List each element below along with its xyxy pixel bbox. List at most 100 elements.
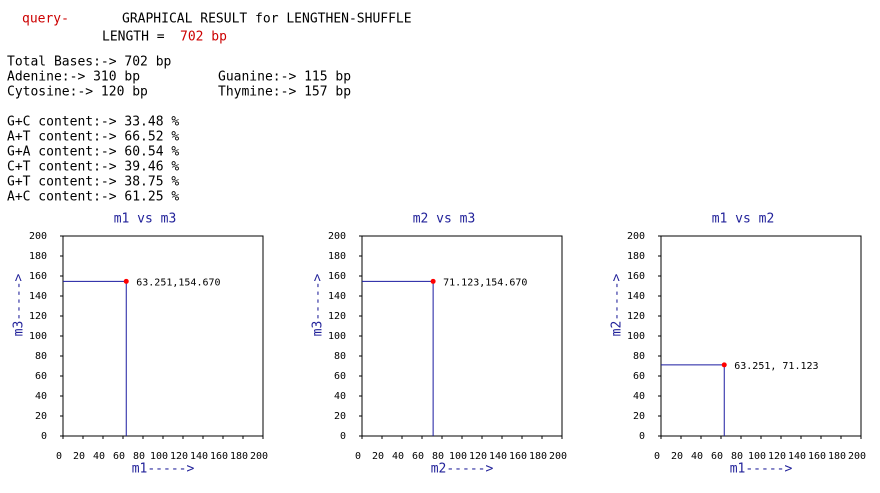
y-tick-label: 100 <box>627 331 645 342</box>
point <box>721 362 727 368</box>
y-tick-label: 60 <box>334 371 346 382</box>
point <box>123 278 129 284</box>
x-tick-label: 160 <box>210 451 228 462</box>
page-title: GRAPHICAL RESULT for LENGTHEN-SHUFFLE <box>122 12 412 27</box>
x-tick-label: 0 <box>56 451 62 462</box>
x-tick-label: 120 <box>768 451 786 462</box>
total-bases: Total Bases:-> 702 bp <box>7 55 172 70</box>
x-tick-label: 100 <box>449 451 467 462</box>
x-tick-label: 0 <box>654 451 660 462</box>
x-tick-label: 40 <box>691 451 703 462</box>
y-tick-label: 20 <box>633 411 645 422</box>
y-tick-label: 100 <box>29 331 47 342</box>
y-tick-label: 140 <box>627 291 645 302</box>
x-tick-label: 160 <box>808 451 826 462</box>
y-tick-label: 140 <box>328 291 346 302</box>
y-tick-label: 40 <box>35 391 47 402</box>
y-axis-label: m3-----> <box>12 274 27 337</box>
content-line: A+T content:-> 66.52 % <box>7 130 179 145</box>
y-tick-label: 140 <box>29 291 47 302</box>
x-tick-label: 160 <box>509 451 527 462</box>
y-tick-label: 160 <box>627 271 645 282</box>
point-label: 63.251, 71.123 <box>734 361 818 372</box>
length-value: 702 bp <box>180 30 227 45</box>
x-tick-label: 140 <box>489 451 507 462</box>
x-tick-label: 0 <box>355 451 361 462</box>
content-line: A+C content:-> 61.25 % <box>7 190 179 205</box>
content-line: G+A content:-> 60.54 % <box>7 145 179 160</box>
y-tick-label: 60 <box>35 371 47 382</box>
plot-frame <box>62 235 264 437</box>
x-tick-label: 140 <box>788 451 806 462</box>
x-tick-label: 180 <box>230 451 248 462</box>
x-tick-label: 20 <box>73 451 85 462</box>
y-tick-label: 180 <box>29 251 47 262</box>
x-tick-label: 60 <box>711 451 723 462</box>
x-tick-label: 60 <box>412 451 424 462</box>
y-axis-label: m2-----> <box>610 274 625 337</box>
x-tick-label: 40 <box>392 451 404 462</box>
y-tick-label: 0 <box>340 431 346 442</box>
x-tick-label: 100 <box>150 451 168 462</box>
x-tick-label: 60 <box>113 451 125 462</box>
content-line: G+C content:-> 33.48 % <box>7 115 179 130</box>
y-tick-label: 0 <box>639 431 645 442</box>
content-line: G+T content:-> 38.75 % <box>7 175 179 190</box>
y-tick-label: 120 <box>328 311 346 322</box>
y-tick-label: 0 <box>41 431 47 442</box>
y-tick-label: 180 <box>627 251 645 262</box>
x-tick-label: 200 <box>250 451 268 462</box>
plot-frame <box>660 235 862 437</box>
y-tick-label: 20 <box>35 411 47 422</box>
x-tick-label: 80 <box>731 451 743 462</box>
chart-title: m1 vs m2 <box>712 212 775 227</box>
thymine: Thymine:-> 157 bp <box>218 85 351 100</box>
point-label: 63.251,154.670 <box>136 277 220 288</box>
x-axis-label: m1-----> <box>132 462 195 477</box>
x-tick-label: 40 <box>93 451 105 462</box>
x-tick-label: 100 <box>748 451 766 462</box>
x-tick-label: 120 <box>469 451 487 462</box>
y-tick-label: 40 <box>633 391 645 402</box>
y-tick-label: 60 <box>633 371 645 382</box>
x-tick-label: 80 <box>432 451 444 462</box>
content-line: C+T content:-> 39.46 % <box>7 160 179 175</box>
x-tick-label: 200 <box>549 451 567 462</box>
y-tick-label: 200 <box>328 231 346 242</box>
y-tick-label: 40 <box>334 391 346 402</box>
y-tick-label: 80 <box>633 351 645 362</box>
y-tick-label: 120 <box>627 311 645 322</box>
x-tick-label: 20 <box>372 451 384 462</box>
x-tick-label: 20 <box>671 451 683 462</box>
x-tick-label: 180 <box>529 451 547 462</box>
point <box>430 278 436 284</box>
y-tick-label: 200 <box>627 231 645 242</box>
y-tick-label: 80 <box>334 351 346 362</box>
y-axis-label: m3-----> <box>311 274 326 337</box>
y-tick-label: 160 <box>328 271 346 282</box>
y-tick-label: 160 <box>29 271 47 282</box>
cytosine: Cytosine:-> 120 bp <box>7 85 148 100</box>
chart-title: m2 vs m3 <box>413 212 476 227</box>
y-tick-label: 100 <box>328 331 346 342</box>
guanine: Guanine:-> 115 bp <box>218 70 351 85</box>
x-axis-label: m2-----> <box>431 462 494 477</box>
chart-title: m1 vs m3 <box>114 212 177 227</box>
x-tick-label: 120 <box>170 451 188 462</box>
query-label: query- <box>22 12 69 27</box>
y-tick-label: 180 <box>328 251 346 262</box>
x-tick-label: 180 <box>828 451 846 462</box>
point-label: 71.123,154.670 <box>443 277 527 288</box>
x-tick-label: 80 <box>133 451 145 462</box>
length-label: LENGTH = <box>102 30 165 45</box>
y-tick-label: 80 <box>35 351 47 362</box>
x-tick-label: 140 <box>190 451 208 462</box>
plot-frame <box>361 235 563 437</box>
y-tick-label: 200 <box>29 231 47 242</box>
x-axis-label: m1-----> <box>730 462 793 477</box>
y-tick-label: 120 <box>29 311 47 322</box>
y-tick-label: 20 <box>334 411 346 422</box>
x-tick-label: 200 <box>848 451 866 462</box>
